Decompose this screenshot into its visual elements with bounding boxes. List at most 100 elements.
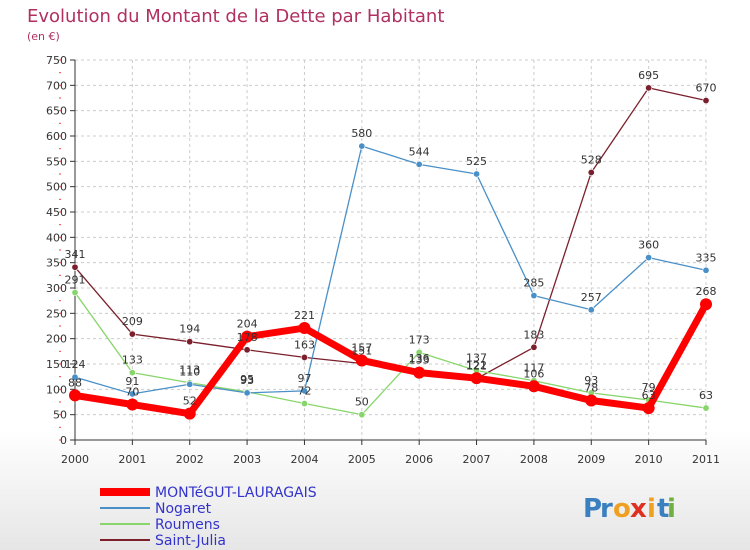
- data-point: [527, 380, 540, 393]
- data-point: [702, 266, 710, 274]
- series-line: [74, 145, 707, 395]
- x-tick-label: 2011: [692, 453, 720, 466]
- data-label: 341: [65, 248, 86, 261]
- data-point: [241, 330, 254, 343]
- data-label: 194: [179, 323, 200, 336]
- data-point: [183, 407, 196, 420]
- data-labels: 341 209 194 178 163 151 136 121 183 528 695 670 291 1…: [65, 69, 717, 409]
- data-point: [355, 354, 368, 367]
- data-point: [69, 389, 81, 402]
- data-label: 695: [638, 69, 659, 82]
- data-label: 257: [581, 291, 602, 304]
- data-label: 95: [240, 373, 254, 386]
- logo-letter: i: [647, 494, 656, 524]
- data-label: 122: [466, 359, 487, 372]
- data-label: 110: [179, 365, 200, 378]
- data-point: [413, 366, 426, 379]
- data-point: [186, 338, 194, 346]
- data-point: [530, 343, 538, 351]
- data-label: 50: [355, 396, 369, 409]
- x-tick-label: 2003: [233, 453, 261, 466]
- data-label: 79: [642, 381, 656, 394]
- data-point: [243, 389, 251, 397]
- data-label: 580: [351, 127, 372, 140]
- proxiti-logo: Pr o x i ti: [583, 494, 676, 524]
- data-label: 124: [65, 358, 86, 371]
- data-label: 91: [125, 375, 139, 388]
- y-tick-label: 250: [46, 307, 67, 320]
- y-tick-label: 0: [60, 434, 67, 447]
- data-label: 117: [523, 362, 544, 375]
- data-label: 204: [237, 318, 258, 331]
- data-label: 221: [294, 309, 315, 322]
- data-point: [300, 353, 308, 361]
- data-point: [700, 298, 712, 311]
- series-line: [74, 291, 707, 416]
- data-point: [300, 387, 308, 395]
- data-point: [358, 142, 366, 150]
- logo-letter: t: [657, 494, 669, 524]
- y-tick-label: 150: [46, 358, 67, 371]
- data-label: 97: [297, 372, 311, 385]
- x-tick-label: 2006: [405, 453, 433, 466]
- y-tick-label: 750: [46, 54, 67, 67]
- axes: 0 50 100 150 200 250 300 350 400 450 500 550 600 650 7…: [46, 54, 720, 466]
- data-label: 63: [642, 389, 656, 402]
- data-label: 52: [183, 395, 197, 408]
- data-label: 157: [351, 341, 372, 354]
- data-point: [702, 97, 710, 105]
- data-point: [128, 390, 136, 398]
- x-tick-label: 2002: [176, 453, 204, 466]
- data-label: 121: [466, 360, 487, 373]
- data-point: [186, 380, 194, 388]
- data-label: 173: [409, 333, 430, 346]
- data-label: 360: [638, 239, 659, 252]
- data-point: [358, 411, 366, 419]
- x-tick-label: 2007: [463, 453, 491, 466]
- data-label: 209: [122, 315, 143, 328]
- data-label: 183: [523, 328, 544, 341]
- data-label: 178: [237, 331, 258, 344]
- data-label: 63: [699, 389, 713, 402]
- y-tick-label: 700: [46, 79, 67, 92]
- data-label: 133: [122, 354, 143, 367]
- data-label: 70: [125, 386, 139, 399]
- x-tick-label: 2005: [348, 453, 376, 466]
- logo-letter: r: [600, 494, 613, 524]
- data-label: 106: [523, 367, 544, 380]
- data-point: [71, 289, 79, 297]
- data-label: 93: [240, 374, 254, 387]
- y-tick-label: 550: [46, 155, 67, 168]
- y-tick-label: 650: [46, 105, 67, 118]
- data-point: [530, 292, 538, 300]
- data-point: [642, 402, 655, 415]
- data-label: 137: [466, 352, 487, 365]
- logo-letter: o: [613, 494, 631, 524]
- data-point: [243, 346, 251, 354]
- data-point: [415, 348, 423, 356]
- x-tick-label: 2000: [61, 453, 89, 466]
- series-line: [74, 87, 707, 380]
- data-label: 163: [294, 338, 315, 351]
- data-point: [645, 84, 653, 92]
- data-point: [71, 373, 79, 381]
- series-lines: [69, 84, 712, 420]
- data-label: 72: [297, 385, 311, 398]
- y-tick-label: 600: [46, 130, 67, 143]
- y-tick-label: 200: [46, 333, 67, 346]
- data-point: [585, 394, 598, 407]
- y-tick-label: 500: [46, 181, 67, 194]
- data-label: 268: [696, 285, 717, 298]
- data-point: [645, 254, 653, 262]
- data-point: [71, 263, 79, 271]
- x-tick-label: 2010: [635, 453, 663, 466]
- data-label: 525: [466, 155, 487, 168]
- data-label: 285: [523, 277, 544, 290]
- data-point: [470, 372, 483, 385]
- data-label: 136: [409, 352, 430, 365]
- y-tick-label: 300: [46, 282, 67, 295]
- data-point: [126, 398, 139, 411]
- data-label: 335: [696, 251, 717, 264]
